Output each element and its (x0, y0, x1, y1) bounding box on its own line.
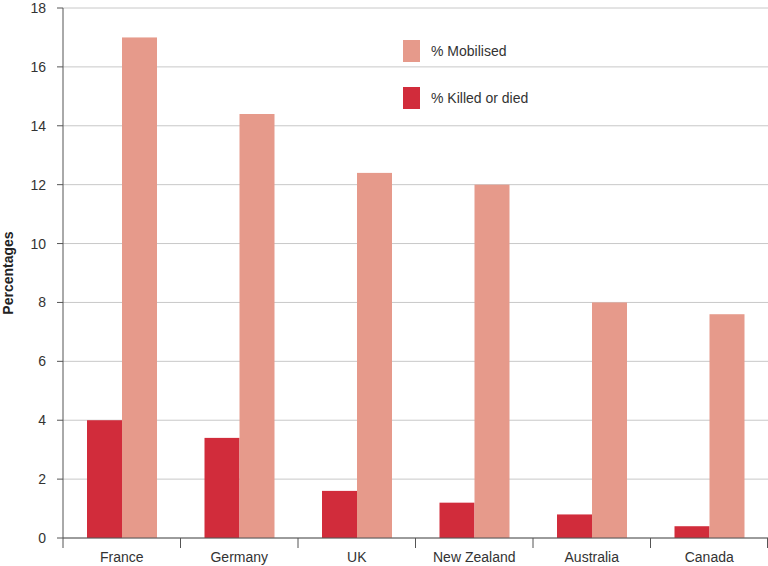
y-tick (57, 66, 63, 67)
bar (240, 114, 275, 538)
y-tick (57, 538, 63, 539)
x-divider (533, 538, 534, 548)
x-tick-label: UK (347, 549, 367, 565)
x-divider (767, 538, 768, 548)
y-tick (57, 302, 63, 303)
bar (205, 438, 240, 538)
x-tick-label: Canada (685, 549, 734, 565)
x-divider (415, 538, 416, 548)
legend-label: % Killed or died (431, 90, 528, 106)
x-tick-label: Germany (210, 549, 268, 565)
x-tick-label: France (100, 549, 144, 565)
y-tick (57, 479, 63, 480)
y-tick-label: 12 (30, 177, 46, 193)
bar (122, 37, 157, 538)
y-tick-label: 0 (38, 530, 46, 546)
bar (322, 491, 357, 538)
y-tick (57, 125, 63, 126)
y-tick-label: 16 (30, 59, 46, 75)
bar (710, 314, 745, 538)
grid-line (63, 184, 768, 185)
x-tick-label: New Zealand (433, 549, 516, 565)
y-tick-label: 6 (38, 353, 46, 369)
y-tick-label: 4 (38, 412, 46, 428)
y-tick-label: 14 (30, 118, 46, 134)
grid-line (63, 243, 768, 244)
x-divider (63, 538, 64, 548)
bar (675, 526, 710, 538)
x-divider (180, 538, 181, 548)
bar (440, 503, 475, 538)
grid-line (63, 361, 768, 362)
x-divider (650, 538, 651, 548)
y-axis (63, 8, 64, 538)
grid-line (63, 302, 768, 303)
grid-line (63, 420, 768, 421)
chart: 0 2 4 6 8 10 12 14 16 18 France Germany UK New Zealan… (0, 0, 768, 566)
y-tick (57, 243, 63, 244)
bar (357, 173, 392, 538)
y-tick (57, 8, 63, 9)
bar (557, 514, 592, 538)
y-tick (57, 361, 63, 362)
legend-swatch (403, 40, 420, 62)
y-tick-label: 10 (30, 236, 46, 252)
y-axis-label: Percentages (0, 231, 16, 314)
legend-label: % Mobilised (431, 43, 506, 59)
bar (475, 185, 510, 538)
bar (592, 302, 627, 538)
y-tick (57, 420, 63, 421)
grid-line (63, 66, 768, 67)
grid-line (63, 8, 768, 9)
x-tick-label: Australia (565, 549, 620, 565)
legend-swatch (403, 87, 420, 109)
y-tick (57, 184, 63, 185)
bar (87, 420, 122, 538)
y-tick-label: 2 (38, 471, 46, 487)
y-tick-label: 8 (38, 294, 46, 310)
y-tick-label: 18 (30, 0, 46, 16)
bars (87, 37, 745, 538)
x-divider (298, 538, 299, 548)
grid-line (63, 125, 768, 126)
grid-line (63, 479, 768, 480)
